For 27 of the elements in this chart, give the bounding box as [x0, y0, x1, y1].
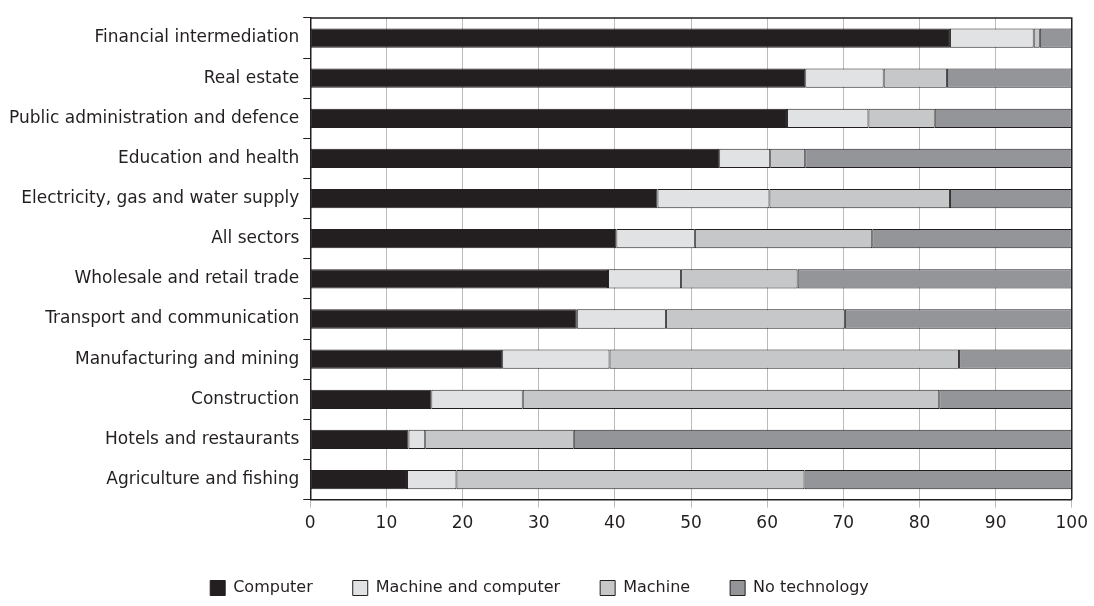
x-tick-label: 80	[908, 512, 931, 533]
x-tick-label: 90	[984, 512, 1007, 533]
y-tick-label: Education and health	[118, 146, 300, 167]
legend-label: Machine	[623, 577, 691, 597]
x-tick-label: 10	[375, 512, 398, 533]
x-tick-label: 100	[1055, 512, 1088, 533]
y-tick-label: Hotels and restaurants	[105, 427, 300, 448]
y-tick-label: Financial intermediation	[94, 26, 300, 47]
y-tick-label: Wholesale and retail trade	[74, 267, 300, 288]
y-tick-label: Electricity, gas and water supply	[21, 187, 300, 208]
legend-label: No technology	[753, 577, 869, 597]
y-tick-label: All sectors	[211, 227, 300, 248]
x-tick-label: 60	[756, 512, 778, 533]
y-tick-label: Agriculture and fishing	[106, 467, 300, 488]
legend-label: Machine and computer	[375, 577, 561, 597]
y-tick-label: Public administration and defence	[9, 106, 300, 127]
x-tick-label: 50	[680, 512, 702, 533]
y-tick-label: Construction	[191, 387, 300, 408]
legend-label: Computer	[233, 577, 314, 597]
y-tick-label: Real estate	[203, 66, 300, 87]
x-tick-label: 40	[604, 512, 626, 533]
x-tick-label: 20	[451, 512, 474, 533]
x-tick-label: 0	[304, 512, 316, 533]
y-tick-label: Manufacturing and mining	[75, 347, 300, 368]
x-tick-label: 30	[527, 512, 550, 533]
y-tick-label: Transport and communication	[44, 307, 300, 328]
x-tick-label: 70	[832, 512, 855, 533]
